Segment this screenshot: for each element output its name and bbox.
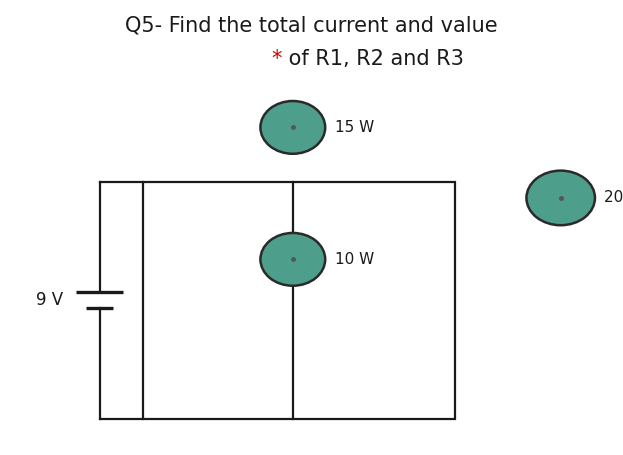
Text: of R1, R2 and R3: of R1, R2 and R3 [282,49,464,69]
Text: 9 V: 9 V [36,291,64,309]
Text: Q5- Find the total current and value: Q5- Find the total current and value [125,15,498,35]
Bar [143,182,455,419]
Text: 20 W: 20 W [604,191,623,205]
Text: *: * [271,49,282,69]
Text: 15 W: 15 W [335,120,374,135]
Ellipse shape [260,233,325,286]
Text: 10 W: 10 W [335,252,374,267]
Ellipse shape [260,101,325,154]
Ellipse shape [526,171,595,225]
